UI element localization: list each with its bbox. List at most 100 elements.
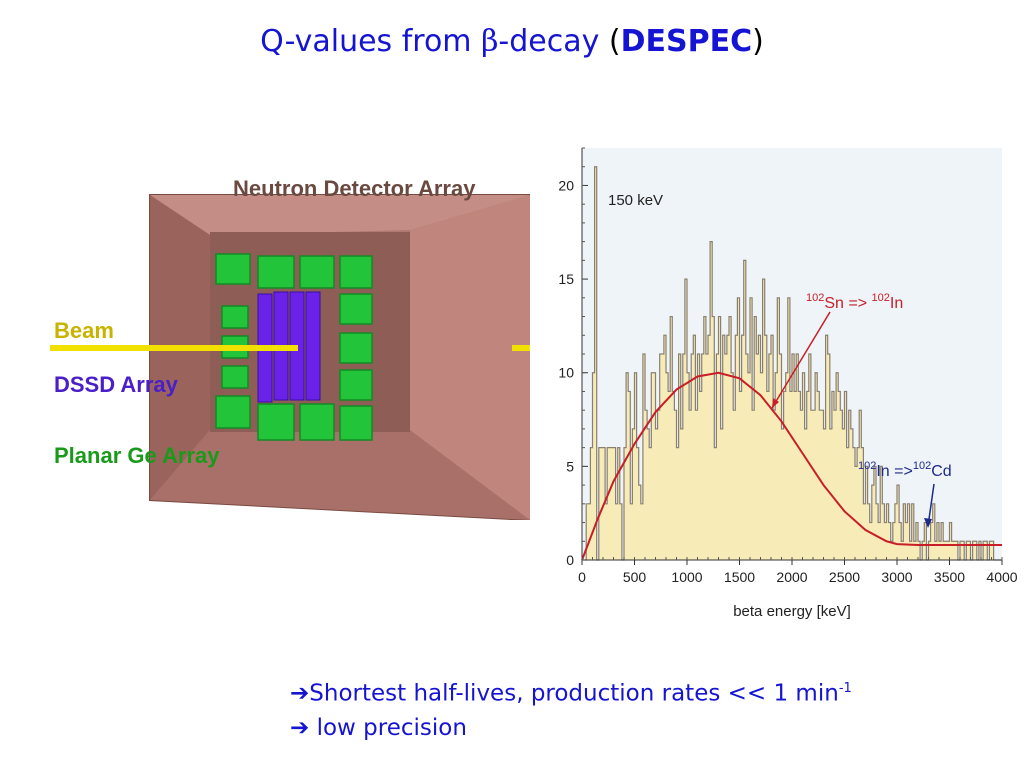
hist-bar [836, 372, 839, 560]
y-tick-label: 15 [558, 271, 574, 287]
hist-bar [985, 541, 988, 560]
hist-bar [949, 522, 952, 560]
hist-bar [605, 503, 608, 560]
beam-line-exit [512, 345, 530, 351]
hist-bar [781, 428, 784, 560]
hist-bar [634, 372, 637, 560]
hist-bar [796, 354, 799, 560]
hist-bar [720, 428, 723, 560]
hist-bar [735, 335, 738, 560]
hist-bar [775, 372, 778, 560]
slide-title: Q-values from β-decay (DESPEC) [0, 24, 1024, 59]
hist-bar [724, 354, 728, 560]
hist-bar [800, 410, 803, 560]
hist-bar [750, 297, 753, 560]
hist-bar [613, 447, 616, 560]
hist-bar [869, 522, 873, 560]
hist-bar [714, 447, 717, 560]
hist-bar [936, 522, 940, 560]
hist-bar [600, 447, 604, 560]
hist-bar [955, 541, 959, 560]
hist-bar [645, 410, 648, 560]
hist-bar [609, 447, 612, 560]
hist-bar [659, 354, 663, 560]
hist-bar [810, 410, 814, 560]
hist-bar [655, 428, 658, 560]
hist-bar [903, 503, 906, 560]
bullet-1-sup: -1 [838, 681, 852, 696]
hist-bar [966, 541, 969, 560]
hist-bar [983, 541, 986, 560]
hist-bar [726, 335, 730, 560]
y-tick-label: 10 [558, 365, 574, 381]
title-bold: DESPEC [620, 24, 753, 59]
title-prefix: Q-values from [260, 24, 482, 59]
beam-line [50, 345, 298, 351]
hist-bar [947, 541, 950, 560]
hist-bar [905, 522, 908, 560]
hist-bar [722, 335, 726, 560]
hist-bar [943, 541, 946, 560]
annotation-in-cd: 102In =>102Cd [858, 460, 952, 480]
annotation-sn-arrowhead [772, 398, 779, 408]
hist-bar [861, 447, 864, 560]
neutron-box-right-wall [410, 195, 530, 520]
hist-bar [586, 503, 589, 560]
neutron-box-top-wall [150, 195, 530, 235]
hist-bar [930, 522, 933, 560]
hist-bar [731, 372, 734, 560]
hist-bar [739, 391, 742, 560]
hist-bar [695, 410, 698, 560]
y-tick-label: 20 [558, 177, 574, 193]
hist-bar [857, 447, 860, 560]
hist-bar [789, 391, 793, 560]
hist-bar [989, 541, 992, 560]
hist-bar [758, 335, 761, 560]
hist-bar [642, 354, 646, 560]
hist-bar [756, 354, 759, 560]
hist-bar [901, 541, 904, 560]
hist-bar [787, 297, 791, 560]
hist-bar [972, 541, 975, 560]
hist-bar [733, 410, 736, 560]
title-beta: β [481, 24, 499, 59]
hist-bar [846, 447, 849, 560]
annotation-sn-in: 102Sn => 102In [806, 292, 903, 312]
hist-bar [852, 447, 856, 560]
hist-bar [741, 335, 744, 560]
hist-bar [880, 466, 883, 560]
arrow-icon: ➔ [290, 714, 310, 741]
hist-bar [638, 485, 642, 560]
annotation-peak: 150 keV [608, 192, 663, 209]
hist-bar [892, 522, 896, 560]
hist-bar [827, 354, 831, 560]
hist-bar [960, 541, 963, 560]
hist-bar [687, 372, 690, 560]
hist-bar [974, 541, 978, 560]
hist-bar [823, 428, 826, 560]
hist-bar [991, 541, 994, 560]
hist-bar [855, 466, 858, 560]
arrow-icon: ➔ [290, 680, 310, 707]
hist-bar [815, 372, 818, 560]
detector-illustration: Neutron Detector Array Beam DSSD Array P… [50, 176, 530, 520]
hist-bar [978, 541, 982, 560]
hist-bar [939, 541, 942, 560]
hist-bar [915, 522, 919, 560]
bullet-1-text: Shortest half-lives, production rates <<… [309, 680, 839, 707]
hist-bar [760, 372, 763, 560]
y-tick-label: 0 [566, 552, 574, 568]
hist-bar [693, 335, 696, 560]
hist-bar [850, 428, 854, 560]
x-tick-label: 0 [578, 569, 586, 585]
hist-bar [798, 391, 801, 560]
hist-bar [632, 428, 635, 560]
hist-bar [754, 316, 757, 560]
hist-bar [661, 354, 665, 560]
hist-bar [863, 503, 866, 560]
hist-bar [771, 335, 774, 560]
hist-bar [703, 316, 707, 560]
hist-bar [672, 391, 675, 560]
hist-bar [831, 391, 835, 560]
hist-bar [968, 541, 971, 560]
